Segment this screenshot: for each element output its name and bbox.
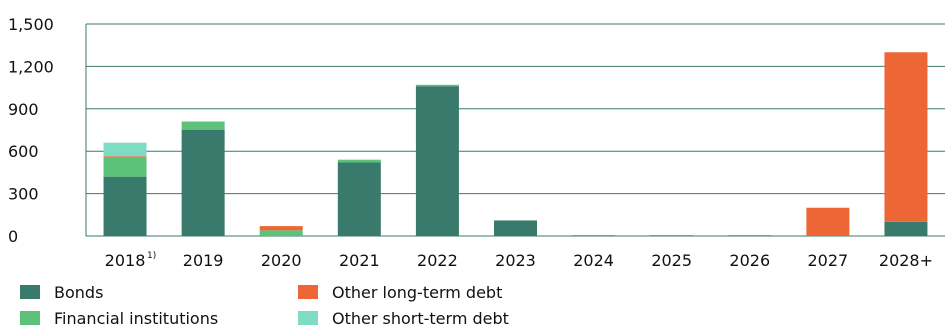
y-tick-label: 900 [8, 100, 39, 119]
bar-segment [884, 221, 928, 236]
bar-segment [103, 142, 147, 157]
bar-segment [494, 220, 537, 236]
bar-segment [103, 176, 147, 236]
y-axis-ticks: 0 300 600 900 1,200 1,500 [8, 15, 54, 246]
y-tick-label: 300 [8, 185, 39, 204]
legend-item-other-long-term-debt: Other long-term debt [298, 280, 502, 304]
x-tick-label: 2027 [808, 251, 849, 270]
x-tick-label: 2018 [105, 251, 146, 270]
x-tick-label: 2022 [417, 251, 458, 270]
y-tick-label: 0 [8, 227, 18, 246]
y-tick-label: 600 [8, 142, 39, 161]
legend-item-bonds: Bonds [20, 280, 103, 304]
x-axis-ticks: 2018 1) 2019 2020 2021 2022 2023 2024 2025 2026 20… [105, 251, 933, 270]
bar-segment [259, 230, 303, 236]
bar-segment [337, 159, 381, 163]
legend-swatch-bonds [20, 285, 40, 299]
bars [103, 52, 928, 236]
bar-segment [337, 162, 381, 236]
x-tick-label: 2023 [495, 251, 536, 270]
legend: Bonds Financial institutions Other long-… [0, 276, 951, 329]
legend-item-financial-institutions: Financial institutions [20, 306, 218, 330]
x-tick-label: 2026 [729, 251, 770, 270]
bar-segment [650, 235, 694, 236]
bar-segment [103, 156, 147, 157]
bar-segment [415, 84, 459, 87]
x-tick-label: 2025 [651, 251, 692, 270]
x-tick-label: 2028+ [879, 251, 933, 270]
y-tick-label: 1,200 [8, 57, 54, 76]
bar-segment [259, 226, 303, 231]
legend-label-bonds: Bonds [54, 282, 104, 302]
bar-segment [103, 156, 147, 177]
bar-segment [181, 130, 225, 236]
x-tick-footnote: 1) [147, 251, 156, 261]
legend-label-other-long-term-debt: Other long-term debt [332, 282, 503, 302]
x-tick-label: 2024 [573, 251, 614, 270]
bar-segment [806, 207, 850, 236]
bar-segment [415, 86, 459, 236]
bar-segment [884, 52, 928, 222]
x-tick-label: 2020 [261, 251, 302, 270]
bar-segment [181, 121, 225, 130]
x-tick-label: 2021 [339, 251, 380, 270]
legend-label-other-short-term-debt: Other short-term debt [332, 308, 509, 328]
legend-swatch-other-long-term-debt [298, 285, 318, 299]
x-tick-label: 2019 [183, 251, 224, 270]
legend-label-financial-institutions: Financial institutions [54, 308, 219, 328]
legend-item-other-short-term-debt: Other short-term debt [298, 306, 509, 330]
legend-swatch-financial-institutions [20, 311, 40, 325]
legend-swatch-other-short-term-debt [298, 311, 318, 325]
bar-segment [728, 235, 772, 236]
bar-segment [572, 235, 616, 236]
gridlines [85, 23, 945, 237]
y-tick-label: 1,500 [8, 15, 54, 34]
